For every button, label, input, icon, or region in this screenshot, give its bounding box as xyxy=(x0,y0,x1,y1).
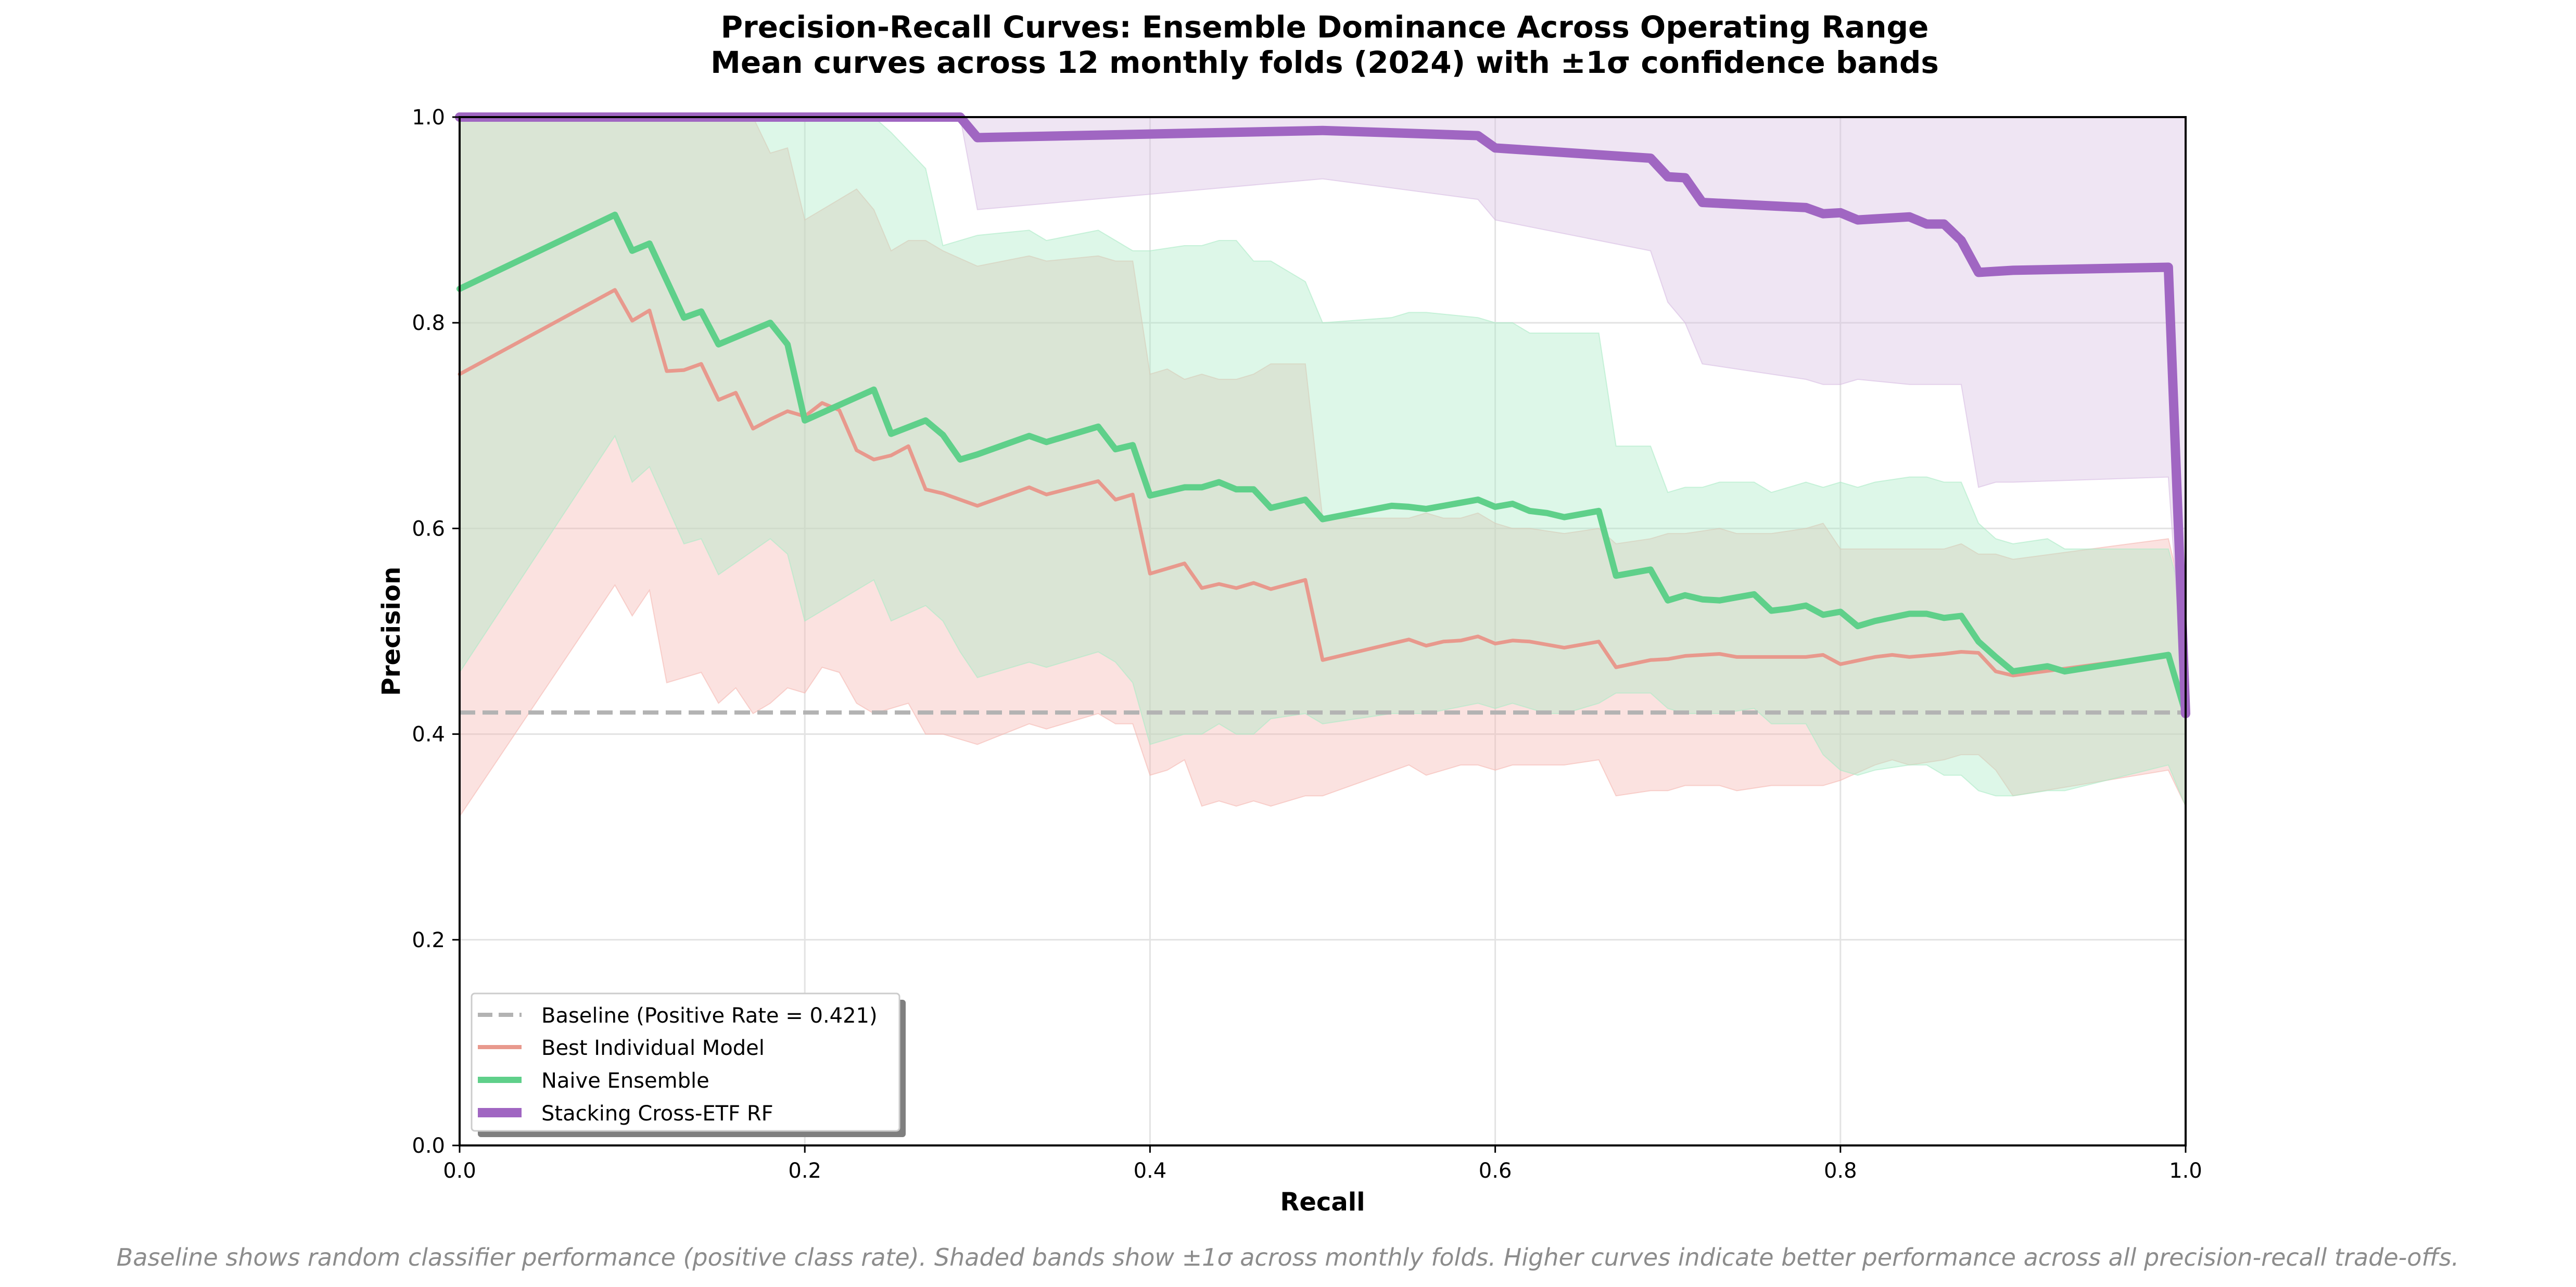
chart-title: Precision-Recall Curves: Ensemble Domina… xyxy=(721,9,1929,45)
legend-label-stacking: Stacking Cross-ETF RF xyxy=(541,1102,773,1126)
x-axis-label: Recall xyxy=(1280,1188,1365,1217)
y-tick-label-1: 0.2 xyxy=(412,928,445,952)
x-tick-label-0: 0.0 xyxy=(443,1159,476,1183)
y-tick-label-4: 0.8 xyxy=(412,311,445,335)
legend-label-naive-ensemble: Naive Ensemble xyxy=(541,1069,709,1093)
plot-frame xyxy=(459,116,2187,1146)
series-lines xyxy=(455,112,2190,719)
legend-box xyxy=(471,992,900,1132)
x-tick-label-3: 0.6 xyxy=(1479,1159,1512,1183)
x-tick-label-1: 0.2 xyxy=(788,1159,821,1183)
line-series-1 xyxy=(456,211,2189,717)
x-tick-label-2: 0.4 xyxy=(1134,1159,1167,1183)
legend-label-best-individual: Best Individual Model xyxy=(541,1036,765,1060)
y-tick-label-0: 0.0 xyxy=(412,1134,445,1158)
legend: Baseline (Positive Rate = 0.421) Best In… xyxy=(471,992,906,1137)
y-axis-label: Precision xyxy=(377,567,406,696)
x-tick-label-4: 0.8 xyxy=(1824,1159,1857,1183)
line-series-2 xyxy=(455,112,2190,719)
chart-subtitle: Mean curves across 12 monthly folds (202… xyxy=(710,45,1939,80)
y-tick-label-2: 0.4 xyxy=(412,723,445,747)
axis-ticks: 0.0 0.2 0.4 0.6 0.8 1.0 0.0 0.2 0.4 0.6 0.8 1.0 xyxy=(412,106,2202,1183)
legend-label-baseline: Baseline (Positive Rate = 0.421) xyxy=(541,1004,878,1028)
x-tick-label-5: 1.0 xyxy=(2169,1159,2202,1183)
y-tick-label-3: 0.6 xyxy=(412,517,445,541)
footnote: Baseline shows random classifier perform… xyxy=(117,1243,2459,1271)
y-tick-label-5: 1.0 xyxy=(412,106,445,130)
line-series-0 xyxy=(458,288,2188,716)
